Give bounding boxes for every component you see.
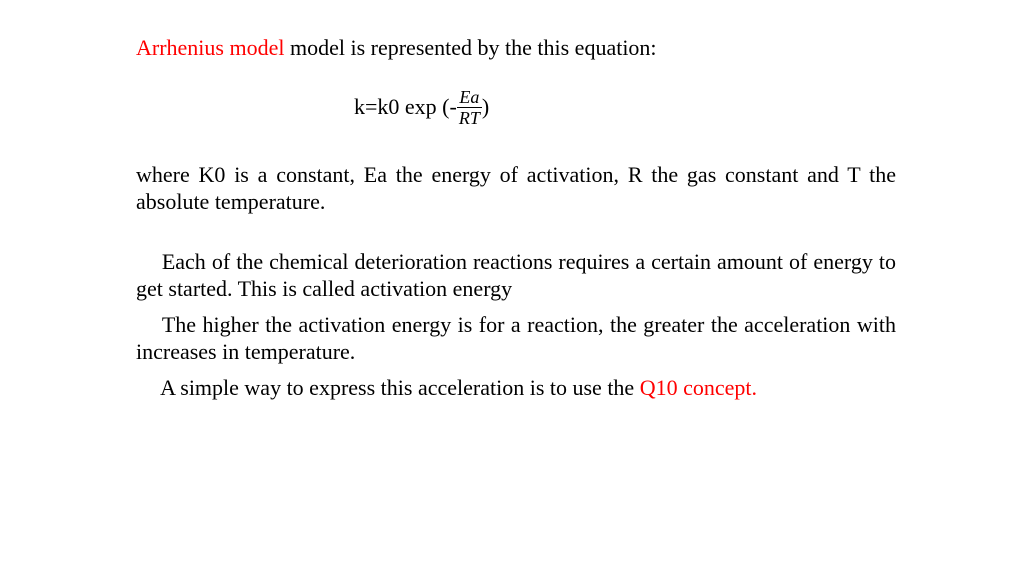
- where-paragraph: where K0 is a constant, Ea the energy of…: [136, 161, 896, 216]
- intro-paragraph: Arrhenius model model is represented by …: [136, 34, 896, 62]
- q10-highlight: Q10 concept.: [640, 375, 757, 400]
- slide-body: Arrhenius model model is represented by …: [0, 0, 1024, 401]
- eq-rhs: ): [482, 94, 489, 119]
- bullet-1: Each of the chemical deterioration react…: [136, 248, 896, 303]
- bullet-3-prefix: A simple way to express this acceleratio…: [156, 375, 640, 400]
- bullet-1-text: Each of the chemical deterioration react…: [136, 249, 896, 302]
- equation: k=k0 exp (-EaRT): [354, 94, 489, 119]
- eq-fraction: EaRT: [457, 88, 482, 127]
- bullet-2: The higher the activation energy is for …: [136, 311, 896, 366]
- bullet-3: A simple way to express this acceleratio…: [136, 374, 896, 402]
- bullet-2-text: The higher the activation energy is for …: [136, 312, 896, 365]
- equation-block: k=k0 exp (-EaRT): [136, 90, 896, 129]
- eq-denominator: RT: [457, 108, 482, 127]
- eq-lhs: k=k0 exp (-: [354, 94, 457, 119]
- intro-rest: model is represented by the this equatio…: [284, 35, 656, 60]
- arrhenius-highlight: Arrhenius model: [136, 35, 284, 60]
- eq-numerator: Ea: [457, 88, 482, 108]
